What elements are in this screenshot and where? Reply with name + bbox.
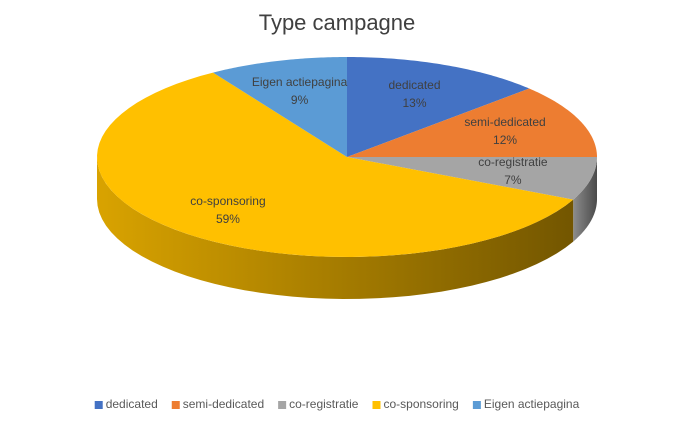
data-label: 59% — [216, 212, 240, 226]
data-label-name: dedicated — [388, 78, 440, 92]
legend-label: co-sponsoring — [383, 397, 458, 411]
data-label-name: co-registratie — [478, 155, 548, 169]
legend-swatch — [94, 401, 103, 409]
data-label: 13% — [402, 96, 426, 110]
legend-label: Eigen actiepagina — [484, 397, 580, 411]
data-label: 9% — [291, 93, 309, 107]
legend-swatch — [171, 401, 180, 409]
data-label-name: semi-dedicated — [464, 115, 545, 129]
data-label: 12% — [493, 133, 517, 147]
slice — [347, 157, 597, 200]
slice — [213, 57, 347, 157]
legend-swatch — [278, 401, 287, 409]
slice — [97, 72, 574, 257]
slice — [347, 88, 597, 157]
legend-label: semi-dedicated — [183, 397, 264, 411]
legend-swatch — [372, 401, 381, 409]
slice — [347, 57, 530, 157]
data-label-name: co-sponsoring — [190, 194, 265, 208]
data-label: 7% — [504, 173, 522, 187]
slice-side — [97, 157, 574, 299]
legend-label: dedicated — [106, 397, 158, 411]
chart-title: Type campagne — [259, 10, 416, 35]
slice-side — [573, 157, 597, 242]
legend-label: co-registratie — [289, 397, 359, 411]
legend-swatch — [472, 401, 481, 409]
data-label-name: Eigen actiepagina — [252, 75, 348, 89]
